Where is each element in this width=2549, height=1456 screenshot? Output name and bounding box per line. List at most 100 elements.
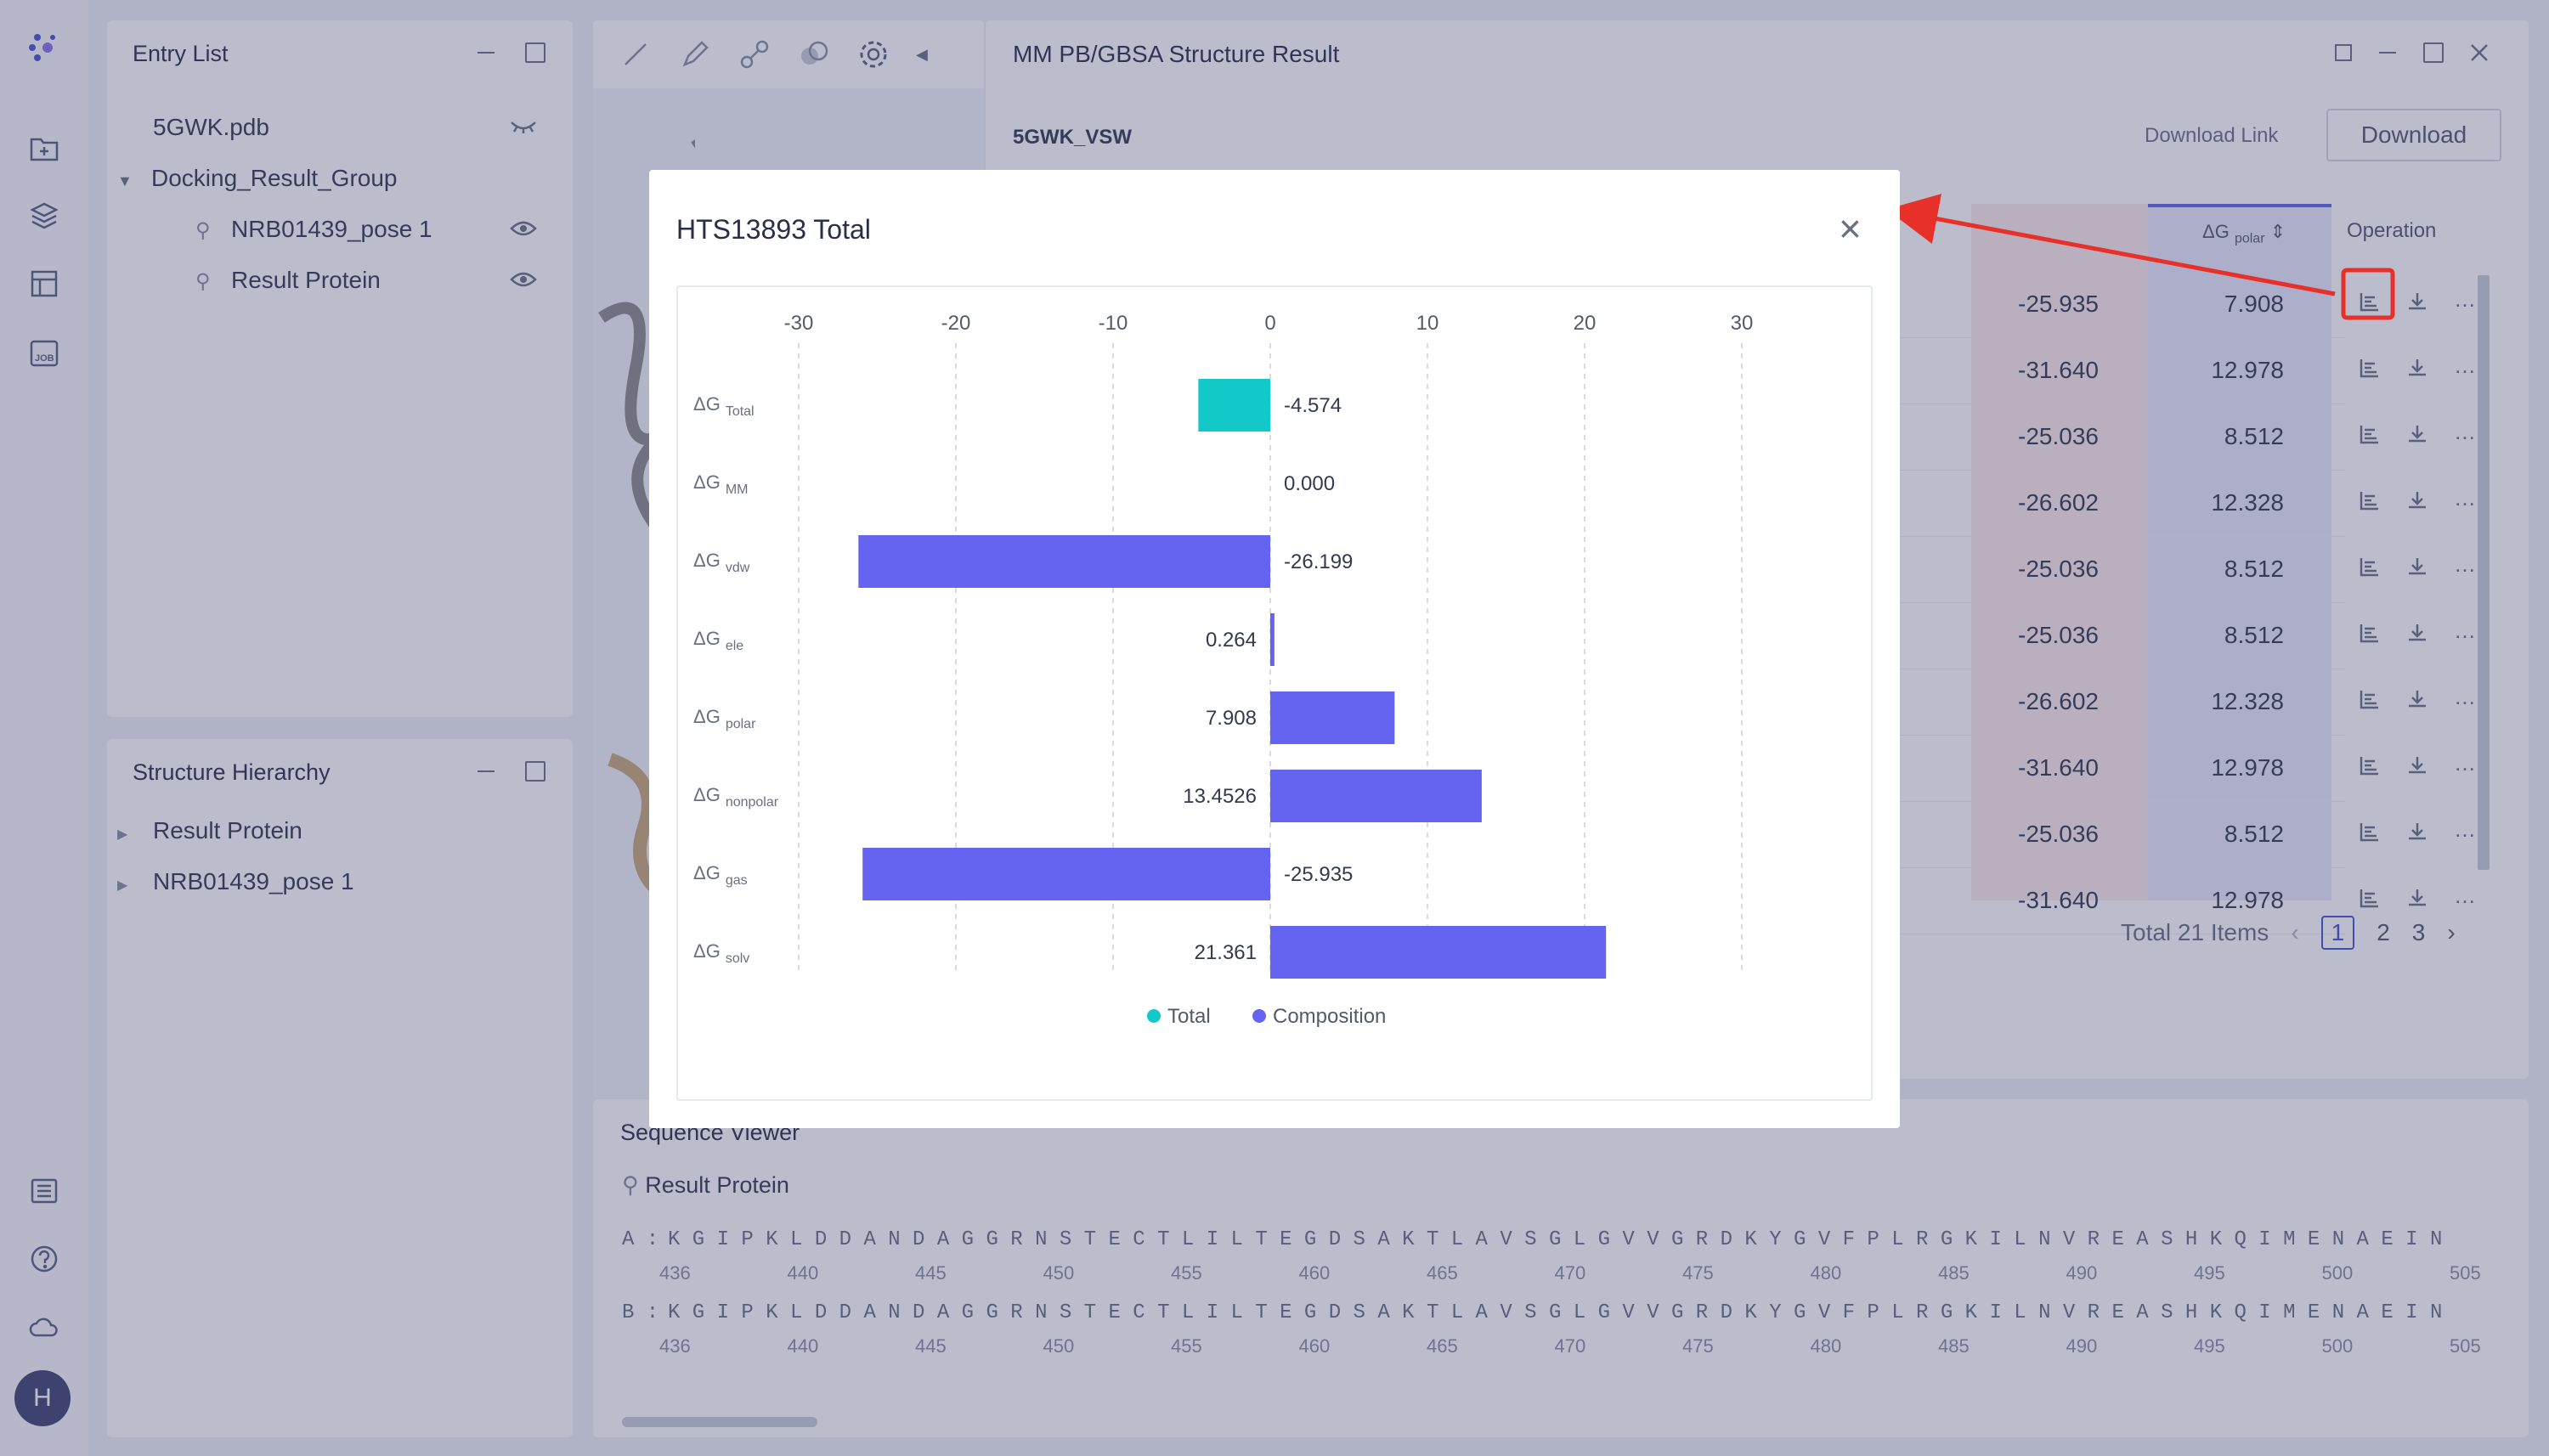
download-icon[interactable]	[2406, 688, 2428, 710]
download-icon[interactable]	[2406, 291, 2428, 313]
tree-item-docking-group[interactable]: ▼ Docking_Result_Group	[117, 165, 398, 191]
tree-item-5gwk[interactable]: 5GWK.pdb	[153, 114, 269, 140]
cloud-icon[interactable]	[25, 1308, 63, 1346]
gas-cell: -31.640	[2018, 887, 2099, 913]
collapse-icon[interactable]: ◀	[916, 46, 928, 63]
category-main: ΔG	[693, 628, 721, 649]
horizontal-scrollbar[interactable]	[622, 1417, 817, 1427]
download-icon[interactable]	[2406, 556, 2428, 578]
avatar[interactable]: H	[14, 1370, 71, 1426]
polar-header[interactable]: ΔG polar ⇕	[2202, 221, 2286, 246]
category-main: ΔG	[693, 706, 721, 727]
polar-cell: 12.978	[2211, 754, 2284, 781]
download-icon[interactable]	[2406, 622, 2428, 644]
download-icon[interactable]	[2406, 357, 2428, 379]
category-sub: gas	[726, 873, 748, 888]
chart-view-icon[interactable]	[2359, 357, 2381, 379]
vertical-scrollbar[interactable]	[2478, 275, 2490, 870]
eye-closed-icon[interactable]	[510, 117, 537, 136]
chart-view-icon[interactable]	[2359, 688, 2381, 710]
more-icon[interactable]: …	[2454, 419, 2476, 444]
hierarchy-item-result-protein[interactable]: ▶ Result Protein	[117, 817, 302, 844]
more-icon[interactable]: …	[2454, 485, 2476, 511]
eye-icon[interactable]	[510, 219, 537, 238]
fullscreen-icon[interactable]	[525, 761, 545, 782]
next-page-icon[interactable]: ›	[2447, 919, 2456, 945]
chart-view-icon[interactable]	[2359, 556, 2381, 578]
line-icon[interactable]	[619, 37, 653, 71]
minimize-icon[interactable]	[2377, 42, 2398, 63]
close-icon[interactable]	[2469, 42, 2490, 63]
hierarchy-item-pose[interactable]: ▶ NRB01439_pose 1	[117, 868, 354, 894]
fullscreen-icon[interactable]	[2423, 42, 2444, 63]
sequence-protein[interactable]: ⚲ Result Protein	[622, 1172, 789, 1198]
eye-icon[interactable]	[510, 270, 537, 289]
chart-view-icon[interactable]	[2359, 622, 2381, 644]
chain-b-sequence[interactable]: K G I P K L D D A N D A G G R N S T E C …	[668, 1301, 2443, 1324]
chart-view-icon[interactable]	[2359, 423, 2381, 445]
list-icon[interactable]	[25, 1172, 63, 1210]
fullscreen-icon[interactable]	[525, 42, 545, 63]
chart-view-icon[interactable]	[2359, 821, 2381, 843]
caret-right-icon[interactable]: ▶	[117, 878, 128, 893]
page-1[interactable]: 1	[2320, 916, 2355, 950]
close-icon[interactable]: ×	[1839, 206, 1862, 251]
download-icon[interactable]	[2406, 423, 2428, 445]
add-folder-icon[interactable]	[25, 129, 63, 166]
result-title: MM PB/GBSA Structure Result	[1013, 41, 1340, 67]
minimize-icon[interactable]	[476, 761, 496, 782]
y-category-label: ΔG ele	[693, 628, 743, 653]
more-icon[interactable]: …	[2454, 618, 2476, 643]
layers-icon[interactable]	[25, 197, 63, 234]
gas-cell: -25.036	[2018, 423, 2099, 449]
more-icon[interactable]: …	[2454, 551, 2476, 577]
more-icon[interactable]: …	[2454, 286, 2476, 312]
category-sub: Total	[726, 404, 755, 419]
category-sub: MM	[726, 483, 749, 497]
more-icon[interactable]: …	[2454, 684, 2476, 709]
pen-icon[interactable]	[678, 37, 712, 71]
residue-number: 505	[2450, 1335, 2481, 1357]
link-icon[interactable]	[738, 37, 771, 71]
more-icon[interactable]: …	[2454, 883, 2476, 908]
more-icon[interactable]: …	[2454, 353, 2476, 378]
residue-number: 436	[659, 1262, 691, 1284]
gas-cell: -25.036	[2018, 821, 2099, 847]
y-category-label: ΔG nonpolar	[693, 784, 779, 810]
help-icon[interactable]	[25, 1240, 63, 1278]
caret-down-icon[interactable]: ▼	[117, 172, 133, 189]
x-tick-label: 30	[1731, 312, 1754, 335]
chart-view-icon[interactable]	[2359, 291, 2381, 313]
tree-item-result-protein[interactable]: ⚲ Result Protein	[195, 267, 381, 293]
job-icon[interactable]: JOB	[25, 335, 63, 372]
chain-a-sequence[interactable]: K G I P K L D D A N D A G G R N S T E C …	[668, 1228, 2443, 1251]
caret-right-icon[interactable]: ▶	[117, 827, 128, 842]
chart-view-icon[interactable]	[2359, 887, 2381, 909]
bar	[862, 848, 1270, 900]
chart-view-icon[interactable]	[2359, 489, 2381, 511]
protein-icon: ⚲	[195, 270, 211, 293]
table-row[interactable]: -31.640 12.978…	[986, 868, 2476, 934]
chart-view-icon[interactable]	[2359, 754, 2381, 776]
gas-cell: -25.935	[2018, 291, 2099, 317]
tree-item-pose[interactable]: ⚲ NRB01439_pose 1	[195, 216, 432, 242]
prev-page-icon[interactable]: ‹	[2291, 919, 2299, 945]
download-icon[interactable]	[2406, 489, 2428, 511]
minimize-icon[interactable]	[476, 42, 496, 63]
table-icon[interactable]	[25, 265, 63, 302]
download-link[interactable]: Download Link	[2145, 124, 2279, 147]
more-icon[interactable]: …	[2454, 750, 2476, 776]
page-3[interactable]: 3	[2411, 919, 2426, 945]
ligand-icon: ⚲	[195, 219, 211, 242]
x-tick-label: 20	[1574, 312, 1597, 335]
circles-icon[interactable]	[797, 37, 831, 71]
download-icon[interactable]	[2406, 821, 2428, 843]
download-icon[interactable]	[2406, 887, 2428, 909]
gear-icon[interactable]	[856, 37, 890, 71]
download-icon[interactable]	[2406, 754, 2428, 776]
page-2[interactable]: 2	[2377, 919, 2390, 945]
more-icon[interactable]: …	[2454, 816, 2476, 842]
app-logo-icon[interactable]	[25, 29, 63, 66]
download-button[interactable]: Download	[2326, 109, 2501, 161]
copy-icon[interactable]	[2335, 44, 2352, 61]
